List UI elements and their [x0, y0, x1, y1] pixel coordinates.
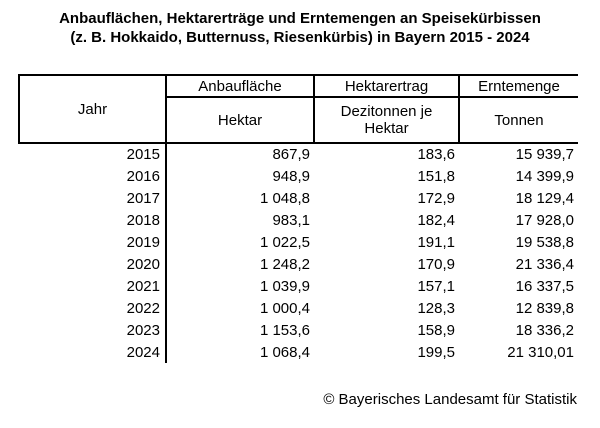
- erntemenge-cell: 15 939,7: [515, 146, 574, 163]
- anbauflaeche-cell: 948,9: [272, 167, 310, 185]
- table-row: 2020 1 248,2 170,9 21 336,4: [19, 253, 578, 275]
- table-row: 2016 948,9 151,8 14 399,9: [19, 165, 578, 187]
- year-cell: 2023: [19, 319, 167, 341]
- erntemenge-cell: 18 129,4: [515, 189, 574, 207]
- hektarertrag-cell: 158,9: [417, 321, 455, 339]
- table-row: 2022 1 000,4 128,3 12 839,8: [19, 297, 578, 319]
- page-title: Anbauflächen, Hektarerträge und Erntemen…: [0, 9, 600, 47]
- unit-header-dezitonnen-je-hektar: Dezitonnen je Hektar: [314, 97, 460, 144]
- year-cell: 2018: [19, 209, 167, 231]
- table-row: 2018 983,1 182,4 17 928,0: [19, 209, 578, 231]
- table-row: 2021 1 039,9 157,1 16 337,5: [19, 275, 578, 297]
- copyright-notice: © Bayerisches Landesamt für Statistik: [323, 391, 577, 408]
- erntemenge-cell: 19 538,8: [515, 233, 574, 251]
- hektarertrag-cell: 128,3: [417, 299, 455, 317]
- anbauflaeche-cell: 1 022,5: [259, 233, 310, 251]
- erntemenge-cell: 14 399,9: [515, 167, 574, 185]
- column-header-hektarertrag: Hektarertrag: [314, 74, 460, 98]
- year-cell: 2022: [19, 297, 167, 319]
- anbauflaeche-cell: 1 048,8: [259, 189, 310, 207]
- table-row: 2023 1 153,6 158,9 18 336,2: [19, 319, 578, 341]
- erntemenge-cell: 21 310,01: [507, 343, 574, 361]
- table-row: 2019 1 022,5 191,1 19 538,8: [19, 231, 578, 253]
- hektarertrag-cell: 151,8: [417, 167, 455, 185]
- unit-header-hektar: Hektar: [166, 97, 315, 144]
- statistics-table: Jahr Anbaufläche Hektarertrag Erntemenge…: [18, 74, 578, 363]
- erntemenge-cell: 12 839,8: [515, 299, 574, 317]
- year-cell: 2024: [19, 341, 167, 363]
- table-row: 2024 1 068,4 199,5 21 310,01: [19, 341, 578, 363]
- page-title-line-2: (z. B. Hokkaido, Butternuss, Riesenkürbi…: [70, 29, 530, 46]
- hektarertrag-cell: 191,1: [417, 233, 455, 251]
- column-header-anbauflaeche: Anbaufläche: [166, 74, 315, 98]
- table-row: 2015 867,9 183,6 15 939,7: [19, 143, 578, 165]
- year-cell: 2019: [19, 231, 167, 253]
- anbauflaeche-cell: 1 153,6: [259, 321, 310, 339]
- year-cell: 2021: [19, 275, 167, 297]
- anbauflaeche-cell: 1 068,4: [259, 343, 310, 361]
- page-title-line-1: Anbauflächen, Hektarerträge und Erntemen…: [59, 10, 541, 27]
- year-cell: 2016: [19, 165, 167, 187]
- year-cell: 2020: [19, 253, 167, 275]
- hektarertrag-cell: 170,9: [417, 255, 455, 273]
- erntemenge-cell: 17 928,0: [515, 211, 574, 229]
- year-cell: 2015: [19, 143, 167, 165]
- anbauflaeche-cell: 1 000,4: [259, 299, 310, 317]
- erntemenge-cell: 21 336,4: [515, 255, 574, 273]
- anbauflaeche-cell: 1 039,9: [259, 277, 310, 295]
- unit-header-tonnen: Tonnen: [459, 97, 578, 144]
- hektarertrag-cell: 157,1: [417, 277, 455, 295]
- hektarertrag-cell: 172,9: [417, 189, 455, 207]
- erntemenge-cell: 16 337,5: [515, 277, 574, 295]
- erntemenge-cell: 18 336,2: [515, 321, 574, 339]
- anbauflaeche-cell: 1 248,2: [259, 255, 310, 273]
- column-header-erntemenge: Erntemenge: [459, 74, 578, 98]
- column-header-jahr: Jahr: [18, 74, 167, 144]
- anbauflaeche-cell: 983,1: [272, 211, 310, 229]
- anbauflaeche-cell: 867,9: [272, 146, 310, 163]
- hektarertrag-cell: 199,5: [417, 343, 455, 361]
- year-cell: 2017: [19, 187, 167, 209]
- hektarertrag-cell: 183,6: [417, 146, 455, 163]
- hektarertrag-cell: 182,4: [417, 211, 455, 229]
- table-row: 2017 1 048,8 172,9 18 129,4: [19, 187, 578, 209]
